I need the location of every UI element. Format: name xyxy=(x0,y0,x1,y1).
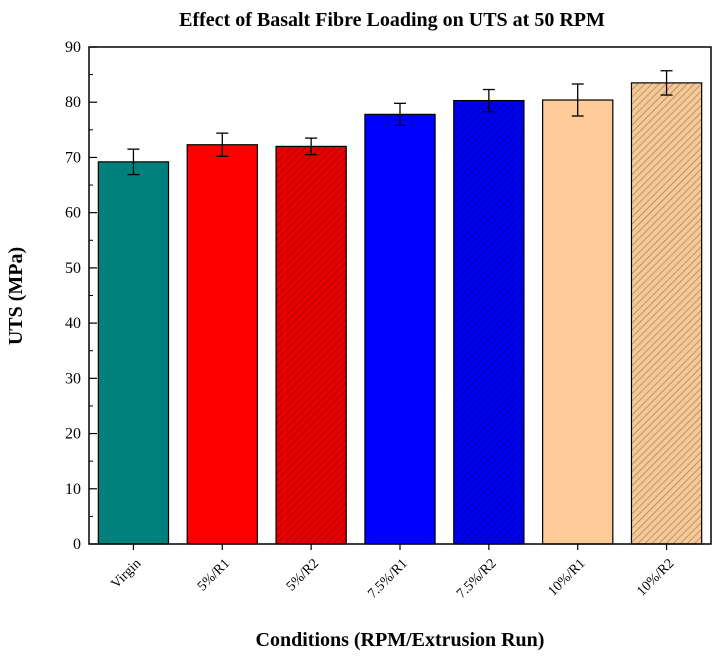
y-axis: 0 10 20 30 40 50 60 70 80 90 xyxy=(65,39,97,553)
x-tick-label: 10%/R1 xyxy=(545,556,588,599)
y-axis-title: UTS (MPa) xyxy=(5,247,27,345)
bar-10pct-r2 xyxy=(630,82,703,545)
y-tick-label: 70 xyxy=(65,149,81,166)
chart-title: Effect of Basalt Fibre Loading on UTS at… xyxy=(179,9,605,31)
y-tick-label: 0 xyxy=(73,536,81,553)
x-tick-label: 7.5%/R1 xyxy=(365,556,411,602)
x-tick-label: 10%/R2 xyxy=(634,556,677,599)
y-tick-label: 80 xyxy=(65,94,81,111)
error-bars-group xyxy=(127,70,673,176)
x-tick-label: 7.5%/R2 xyxy=(454,556,500,602)
x-axis: Virgin 5%/R1 5%/R2 7.5%/R1 7.5%/R2 10%/R1 10%/… xyxy=(109,544,677,602)
x-tick-label: 5%/R2 xyxy=(284,556,322,594)
bars-group xyxy=(97,82,703,545)
x-tick-label: 5%/R1 xyxy=(195,556,233,594)
y-tick-label: 40 xyxy=(65,315,81,332)
x-axis-title: Conditions (RPM/Extrusion Run) xyxy=(256,629,545,651)
bar-10pct-r1 xyxy=(542,99,614,545)
bar-5pct-r2 xyxy=(275,145,347,545)
y-tick-label: 30 xyxy=(65,370,81,387)
plot-frame xyxy=(88,46,712,545)
bar-5pct-r1 xyxy=(186,144,258,545)
y-tick-label: 90 xyxy=(65,39,81,56)
bar-7-5pct-r2 xyxy=(453,99,525,545)
y-tick-label: 10 xyxy=(65,481,81,498)
y-tick-label: 60 xyxy=(65,205,81,222)
y-tick-label: 20 xyxy=(65,426,81,443)
bar-virgin xyxy=(97,161,170,545)
y-tick-label: 50 xyxy=(65,260,81,277)
bar-7-5pct-r1 xyxy=(364,113,436,545)
x-tick-label: Virgin xyxy=(109,556,145,592)
